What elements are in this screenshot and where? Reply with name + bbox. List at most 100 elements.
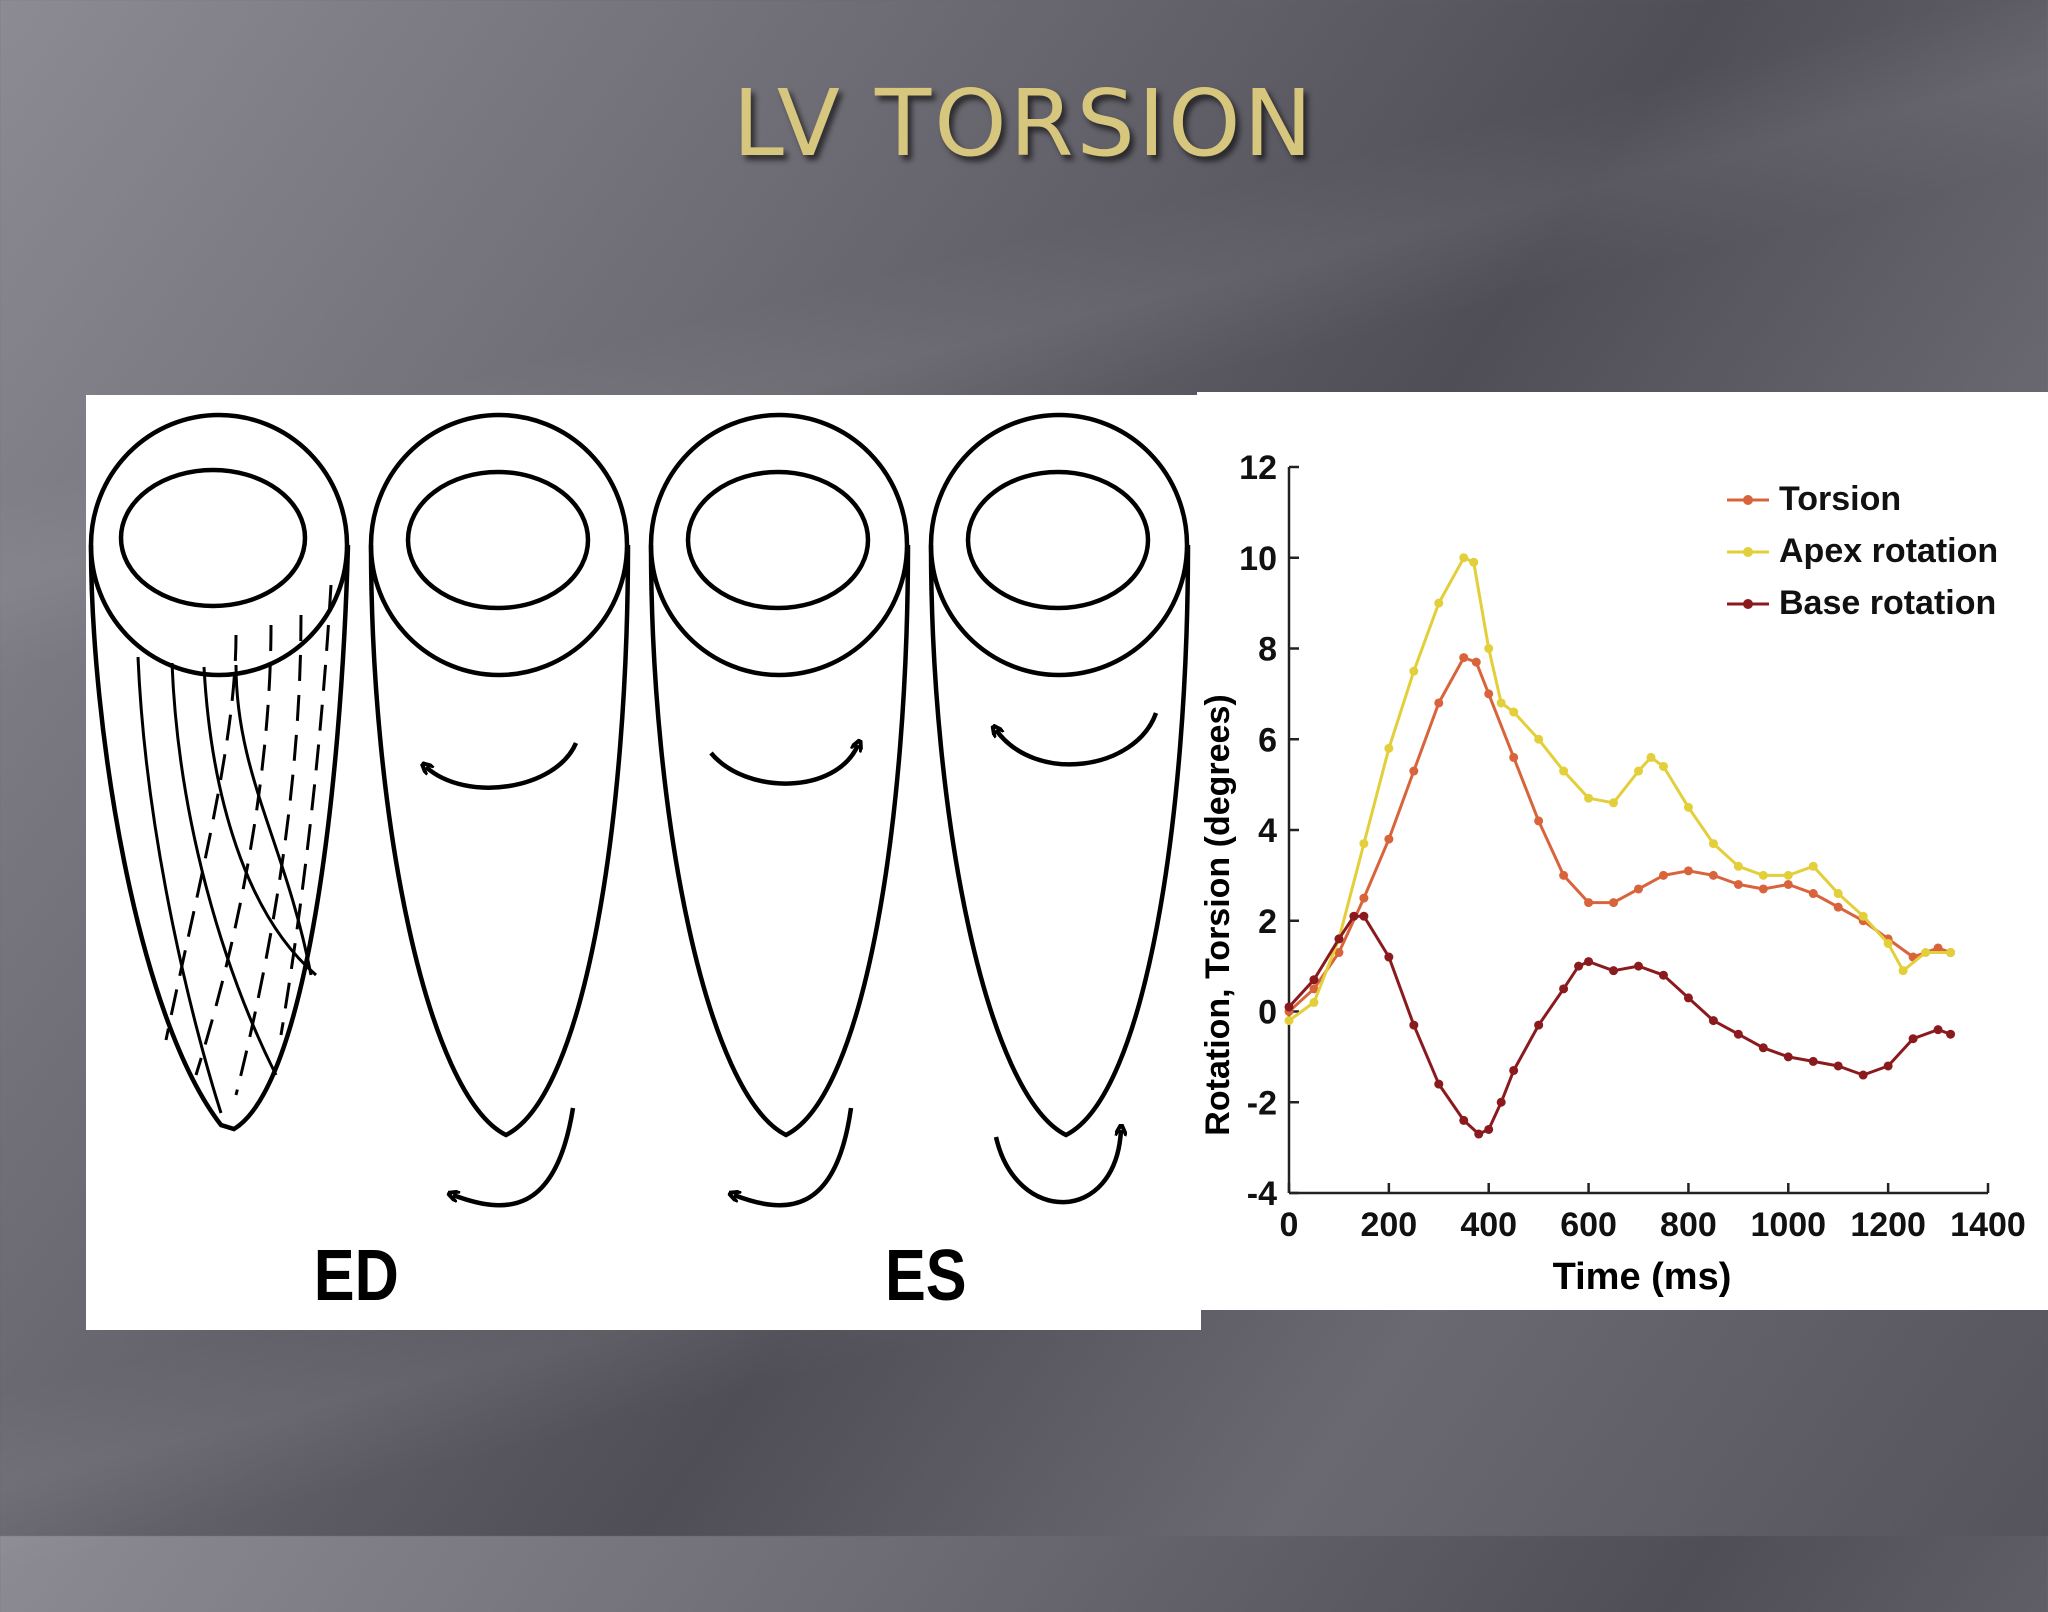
data-point [1384,834,1394,844]
data-point [1783,1052,1793,1062]
y-tick-label: 4 [1258,812,1277,850]
data-point [1708,870,1718,880]
heart-ed [88,412,351,1132]
y-tick-label: 0 [1258,994,1277,1032]
series-line [1288,556,1951,1022]
y-tick-label: 12 [1239,449,1277,487]
data-point [1559,870,1569,880]
legend-item: Base rotation [1727,584,1996,622]
data-point [1574,961,1584,971]
legend-label: Torsion [1779,480,1901,518]
y-axis-label: Rotation, Torsion (degrees) [1199,694,1237,1135]
data-point [1683,802,1693,812]
data-point [1484,644,1494,653]
slide-title: LV TORSION [732,70,1316,177]
data-point [1946,1029,1956,1039]
y-tick-label: 10 [1239,540,1277,578]
data-point [1484,689,1494,699]
x-tick-label: 1200 [1850,1206,1926,1244]
data-point [1898,966,1908,976]
data-point [1683,993,1693,1003]
data-point [1434,698,1444,708]
x-tick-label: 600 [1560,1206,1617,1244]
data-point [1359,893,1369,903]
data-point [1309,975,1319,985]
data-point [1833,1061,1843,1071]
x-tick-label: 200 [1360,1206,1417,1244]
fiber-dashes [164,584,333,1096]
data-point [1808,889,1818,899]
lv-diagram-svg: ED ES [88,412,1191,1316]
data-point [1459,653,1469,663]
legend-item: Apex rotation [1727,532,1998,570]
data-point [1646,752,1656,762]
series-apex-rotation [1284,553,1956,1026]
data-point [1783,879,1793,889]
x-tick-label: 0 [1280,1206,1299,1244]
data-point [1409,1020,1419,1030]
arrow-base-4 [996,712,1159,767]
y-tick-label: 6 [1258,721,1277,759]
x-tick-label: 800 [1660,1206,1717,1244]
data-point [1658,870,1668,880]
data-point [1733,1029,1743,1039]
data-point [1758,884,1768,894]
heart-3 [648,412,911,1138]
data-point [1469,557,1479,567]
heart-outline [88,544,351,1132]
data-point [1459,553,1469,563]
legend-swatch-point [1743,547,1753,557]
data-point [1509,752,1519,762]
data-point [1933,943,1943,953]
chart-legend: Torsion Apex rotation Base rotation [1727,480,1998,622]
x-axis-label: Time (ms) [1553,1256,1732,1298]
data-point [1609,966,1619,976]
data-point [1883,938,1893,948]
heart-outer-ring [88,412,350,678]
fiber-lines [136,656,317,1114]
chart-svg: -4 -2 0 2 4 6 8 10 12 0 200 400 600 800 1000 1200 1400 T… [1199,449,2026,1298]
series-torsion [1284,653,1956,1016]
data-point [1584,793,1594,803]
data-point [1733,861,1743,871]
data-point [1609,898,1619,908]
data-point [1384,952,1394,962]
data-point [1409,666,1419,676]
rotation-arrows [426,712,1159,1208]
data-point [1559,984,1569,994]
data-point [1334,948,1344,958]
data-point [1474,1129,1484,1139]
lv-twist-diagram: ED ES [86,395,1201,1330]
data-point [1359,839,1369,849]
data-point [1733,879,1743,889]
data-point [1334,934,1344,944]
arrow-apex-3 [734,1107,854,1208]
data-point [1683,866,1693,876]
data-point [1584,898,1594,908]
data-point [1634,884,1643,894]
data-point [1284,1016,1294,1026]
data-point [1471,657,1481,667]
data-point [1946,948,1956,958]
y-tick-label: -2 [1247,1084,1277,1122]
series-line [1287,914,1952,1136]
data-point [1484,1124,1494,1134]
series-base-rotation [1284,911,1956,1139]
data-point [1634,961,1643,971]
heart-4 [928,412,1191,1138]
arrow-apex-2 [453,1107,576,1208]
y-tick-label: 8 [1258,631,1277,669]
data-point [1559,766,1569,776]
data-point [1534,1020,1544,1030]
data-point [1584,957,1594,967]
data-point [1634,766,1643,776]
data-point [1883,1061,1893,1071]
arrow-apex-4 [993,1130,1121,1205]
data-point [1858,911,1868,921]
data-point [1708,1016,1718,1026]
data-point [1858,1070,1868,1080]
data-point [1933,1025,1943,1035]
data-point [1534,734,1544,744]
x-tick-label: 1400 [1950,1206,2026,1244]
data-point [1908,1034,1918,1044]
